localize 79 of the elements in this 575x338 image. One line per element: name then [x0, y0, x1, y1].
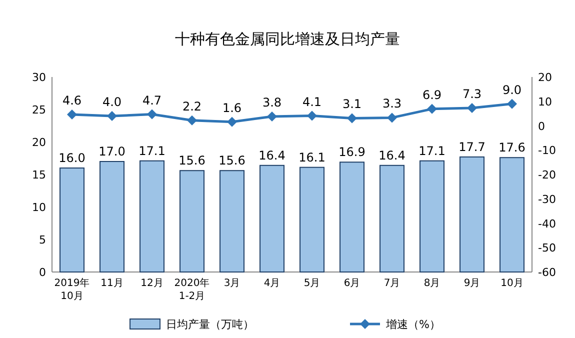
- data-label: 2.2: [182, 99, 202, 114]
- point: [267, 111, 277, 122]
- data-label: 17.0: [98, 144, 126, 158]
- data-label: 4.6: [62, 94, 82, 108]
- bar: [340, 162, 364, 272]
- bar: [500, 157, 524, 272]
- data-label: 7.3: [462, 86, 482, 101]
- point: [227, 116, 237, 127]
- y2-tick-label: -60: [538, 266, 556, 279]
- point: [67, 110, 77, 120]
- bar: [60, 168, 84, 272]
- bar: [220, 170, 244, 272]
- y-tick-label: 30: [32, 71, 46, 84]
- data-label: 3.8: [262, 95, 282, 110]
- bar: [380, 164, 404, 272]
- y2-tick-label: 20: [538, 71, 552, 84]
- data-label: 17.1: [138, 144, 166, 158]
- data-label: 16.4: [378, 148, 406, 162]
- data-label: 16.4: [258, 148, 286, 162]
- data-label: 3.3: [382, 96, 402, 111]
- chart-title: 十种有色金属同比增速及日均产量: [175, 30, 400, 48]
- point: [187, 115, 197, 126]
- point: [107, 111, 117, 121]
- x-tick-label: 10月: [500, 278, 524, 289]
- x-tick-label: 11月: [100, 278, 124, 289]
- data-label: 4.7: [142, 93, 162, 108]
- data-label: 16.9: [338, 145, 366, 160]
- y-tick-label: 25: [32, 104, 46, 116]
- data-label: 4.0: [102, 95, 122, 109]
- data-label: 17.6: [498, 140, 526, 155]
- bar: [100, 161, 124, 272]
- x-tick-label: 2020年 1-2月: [174, 277, 210, 302]
- bar: [260, 164, 284, 272]
- y2-tick-label: -30: [538, 192, 556, 206]
- y2-tick-label: -20: [538, 168, 556, 182]
- x-tick-label: 4月: [264, 278, 280, 289]
- y2-tick-label: 10: [538, 95, 552, 108]
- x-tick-label: 2019年 10月: [54, 277, 90, 302]
- x-tick-label: 9月: [464, 278, 480, 289]
- legend-label: 日均产量（万吨）: [166, 318, 254, 331]
- data-label: 15.6: [178, 154, 206, 168]
- x-tick-label: 3月: [224, 278, 240, 289]
- y-tick-label: 20: [32, 136, 46, 149]
- data-label: 17.1: [418, 144, 446, 158]
- bar: [180, 170, 204, 272]
- data-label: 1.6: [222, 100, 242, 115]
- point: [307, 110, 317, 121]
- bar: [140, 160, 164, 272]
- y2-tick-label: -50: [538, 242, 556, 255]
- x-tick-label: 7月: [384, 278, 400, 289]
- data-label: 9.0: [502, 82, 522, 97]
- y-tick-label: 5: [39, 234, 46, 246]
- data-label: 17.7: [458, 140, 486, 154]
- point: [467, 102, 477, 113]
- point: [147, 109, 157, 120]
- data-label: 3.1: [342, 97, 362, 112]
- y-tick-label: 0: [39, 266, 46, 279]
- x-tick-label: 6月: [344, 278, 360, 289]
- data-label: 16.0: [58, 151, 86, 165]
- bar: [420, 160, 444, 272]
- bar: [300, 166, 324, 272]
- data-label: 4.1: [302, 94, 322, 109]
- y2-tick-label: -40: [538, 217, 556, 230]
- point: [387, 112, 397, 123]
- x-tick-label: 8月: [424, 278, 440, 289]
- legend-label: 增速（%）: [385, 318, 440, 331]
- point: [347, 113, 357, 124]
- point: [427, 104, 437, 114]
- y-tick-label: 10: [32, 201, 46, 214]
- point: [507, 98, 517, 109]
- data-label: 6.9: [422, 88, 442, 102]
- y-tick-label: 15: [32, 168, 46, 182]
- y2-tick-label: -10: [538, 144, 556, 158]
- bar: [460, 156, 484, 272]
- y2-tick-label: 0: [538, 120, 545, 133]
- data-label: 16.1: [298, 150, 326, 164]
- x-tick-label: 5月: [304, 278, 320, 289]
- data-label: 15.6: [218, 154, 246, 168]
- x-tick-label: 12月: [140, 278, 164, 289]
